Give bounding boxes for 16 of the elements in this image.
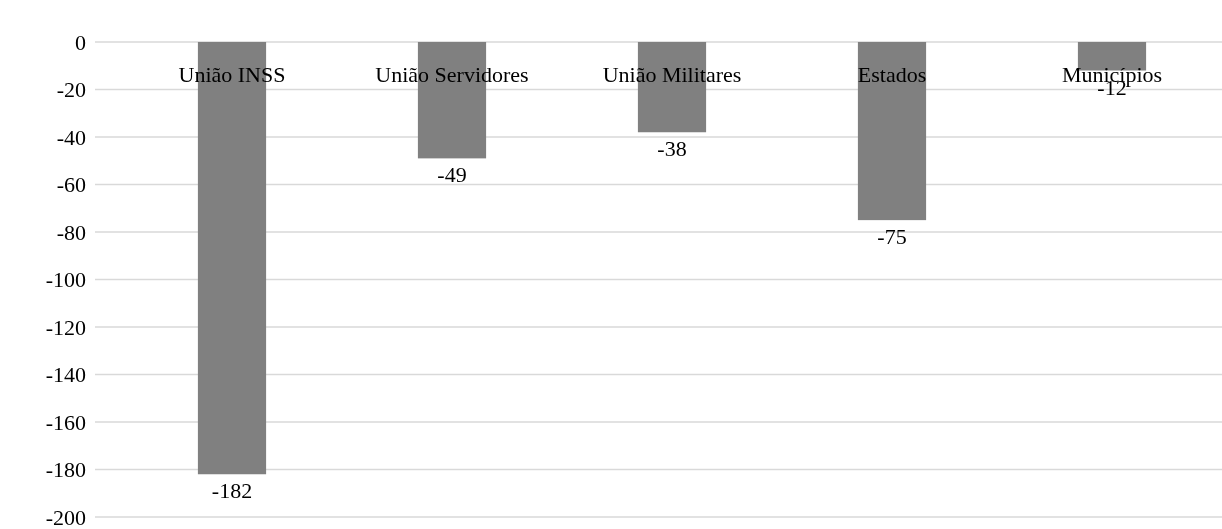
y-tick-label: -160 xyxy=(45,409,86,435)
y-tick-label: -120 xyxy=(45,314,86,340)
data-label: -75 xyxy=(877,224,907,250)
y-tick-label: 0 xyxy=(75,29,86,55)
y-tick-label: -200 xyxy=(45,504,86,529)
y-tick-label: -60 xyxy=(56,172,86,198)
data-label: -49 xyxy=(437,162,467,188)
y-tick-label: -140 xyxy=(45,362,86,388)
x-tick-label: Estados xyxy=(857,62,927,87)
y-tick-label: -180 xyxy=(45,457,86,483)
y-tick-label: -40 xyxy=(56,124,86,150)
data-label: -182 xyxy=(211,478,253,504)
y-tick-label: -80 xyxy=(56,219,86,245)
data-label: -38 xyxy=(657,136,687,162)
y-tick-label: -100 xyxy=(45,267,86,293)
y-tick-label: -20 xyxy=(56,77,86,103)
